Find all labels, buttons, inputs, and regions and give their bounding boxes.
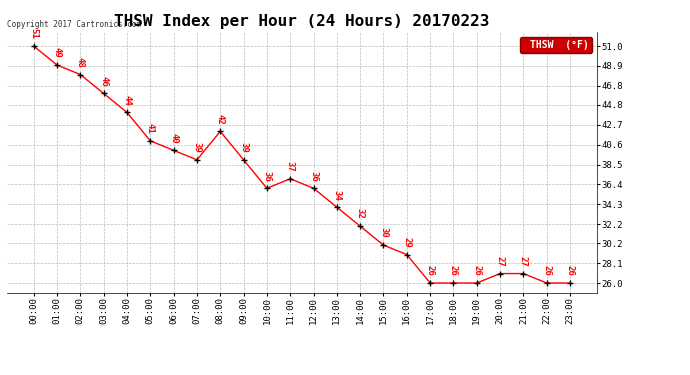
Text: 44: 44 [123, 95, 132, 105]
Text: 27: 27 [519, 256, 528, 267]
Title: THSW Index per Hour (24 Hours) 20170223: THSW Index per Hour (24 Hours) 20170223 [114, 14, 490, 29]
Text: 32: 32 [355, 209, 365, 219]
Text: 36: 36 [262, 171, 271, 181]
Text: 27: 27 [495, 256, 504, 267]
Text: 39: 39 [193, 142, 201, 153]
Text: 26: 26 [426, 266, 435, 276]
Text: 30: 30 [379, 227, 388, 238]
Text: 37: 37 [286, 161, 295, 172]
Text: 40: 40 [169, 133, 178, 143]
Text: 48: 48 [76, 57, 85, 68]
Text: 42: 42 [216, 114, 225, 125]
Legend: THSW  (°F): THSW (°F) [520, 37, 592, 52]
Text: 36: 36 [309, 171, 318, 181]
Text: 39: 39 [239, 142, 248, 153]
Text: Copyright 2017 Cartronics.com: Copyright 2017 Cartronics.com [7, 20, 141, 29]
Text: 26: 26 [449, 266, 458, 276]
Text: 49: 49 [52, 47, 61, 58]
Text: 51: 51 [29, 28, 38, 39]
Text: 46: 46 [99, 76, 108, 87]
Text: 26: 26 [542, 266, 551, 276]
Text: 41: 41 [146, 123, 155, 134]
Text: 29: 29 [402, 237, 411, 248]
Text: 26: 26 [472, 266, 481, 276]
Text: 26: 26 [566, 266, 575, 276]
Text: 34: 34 [333, 189, 342, 200]
